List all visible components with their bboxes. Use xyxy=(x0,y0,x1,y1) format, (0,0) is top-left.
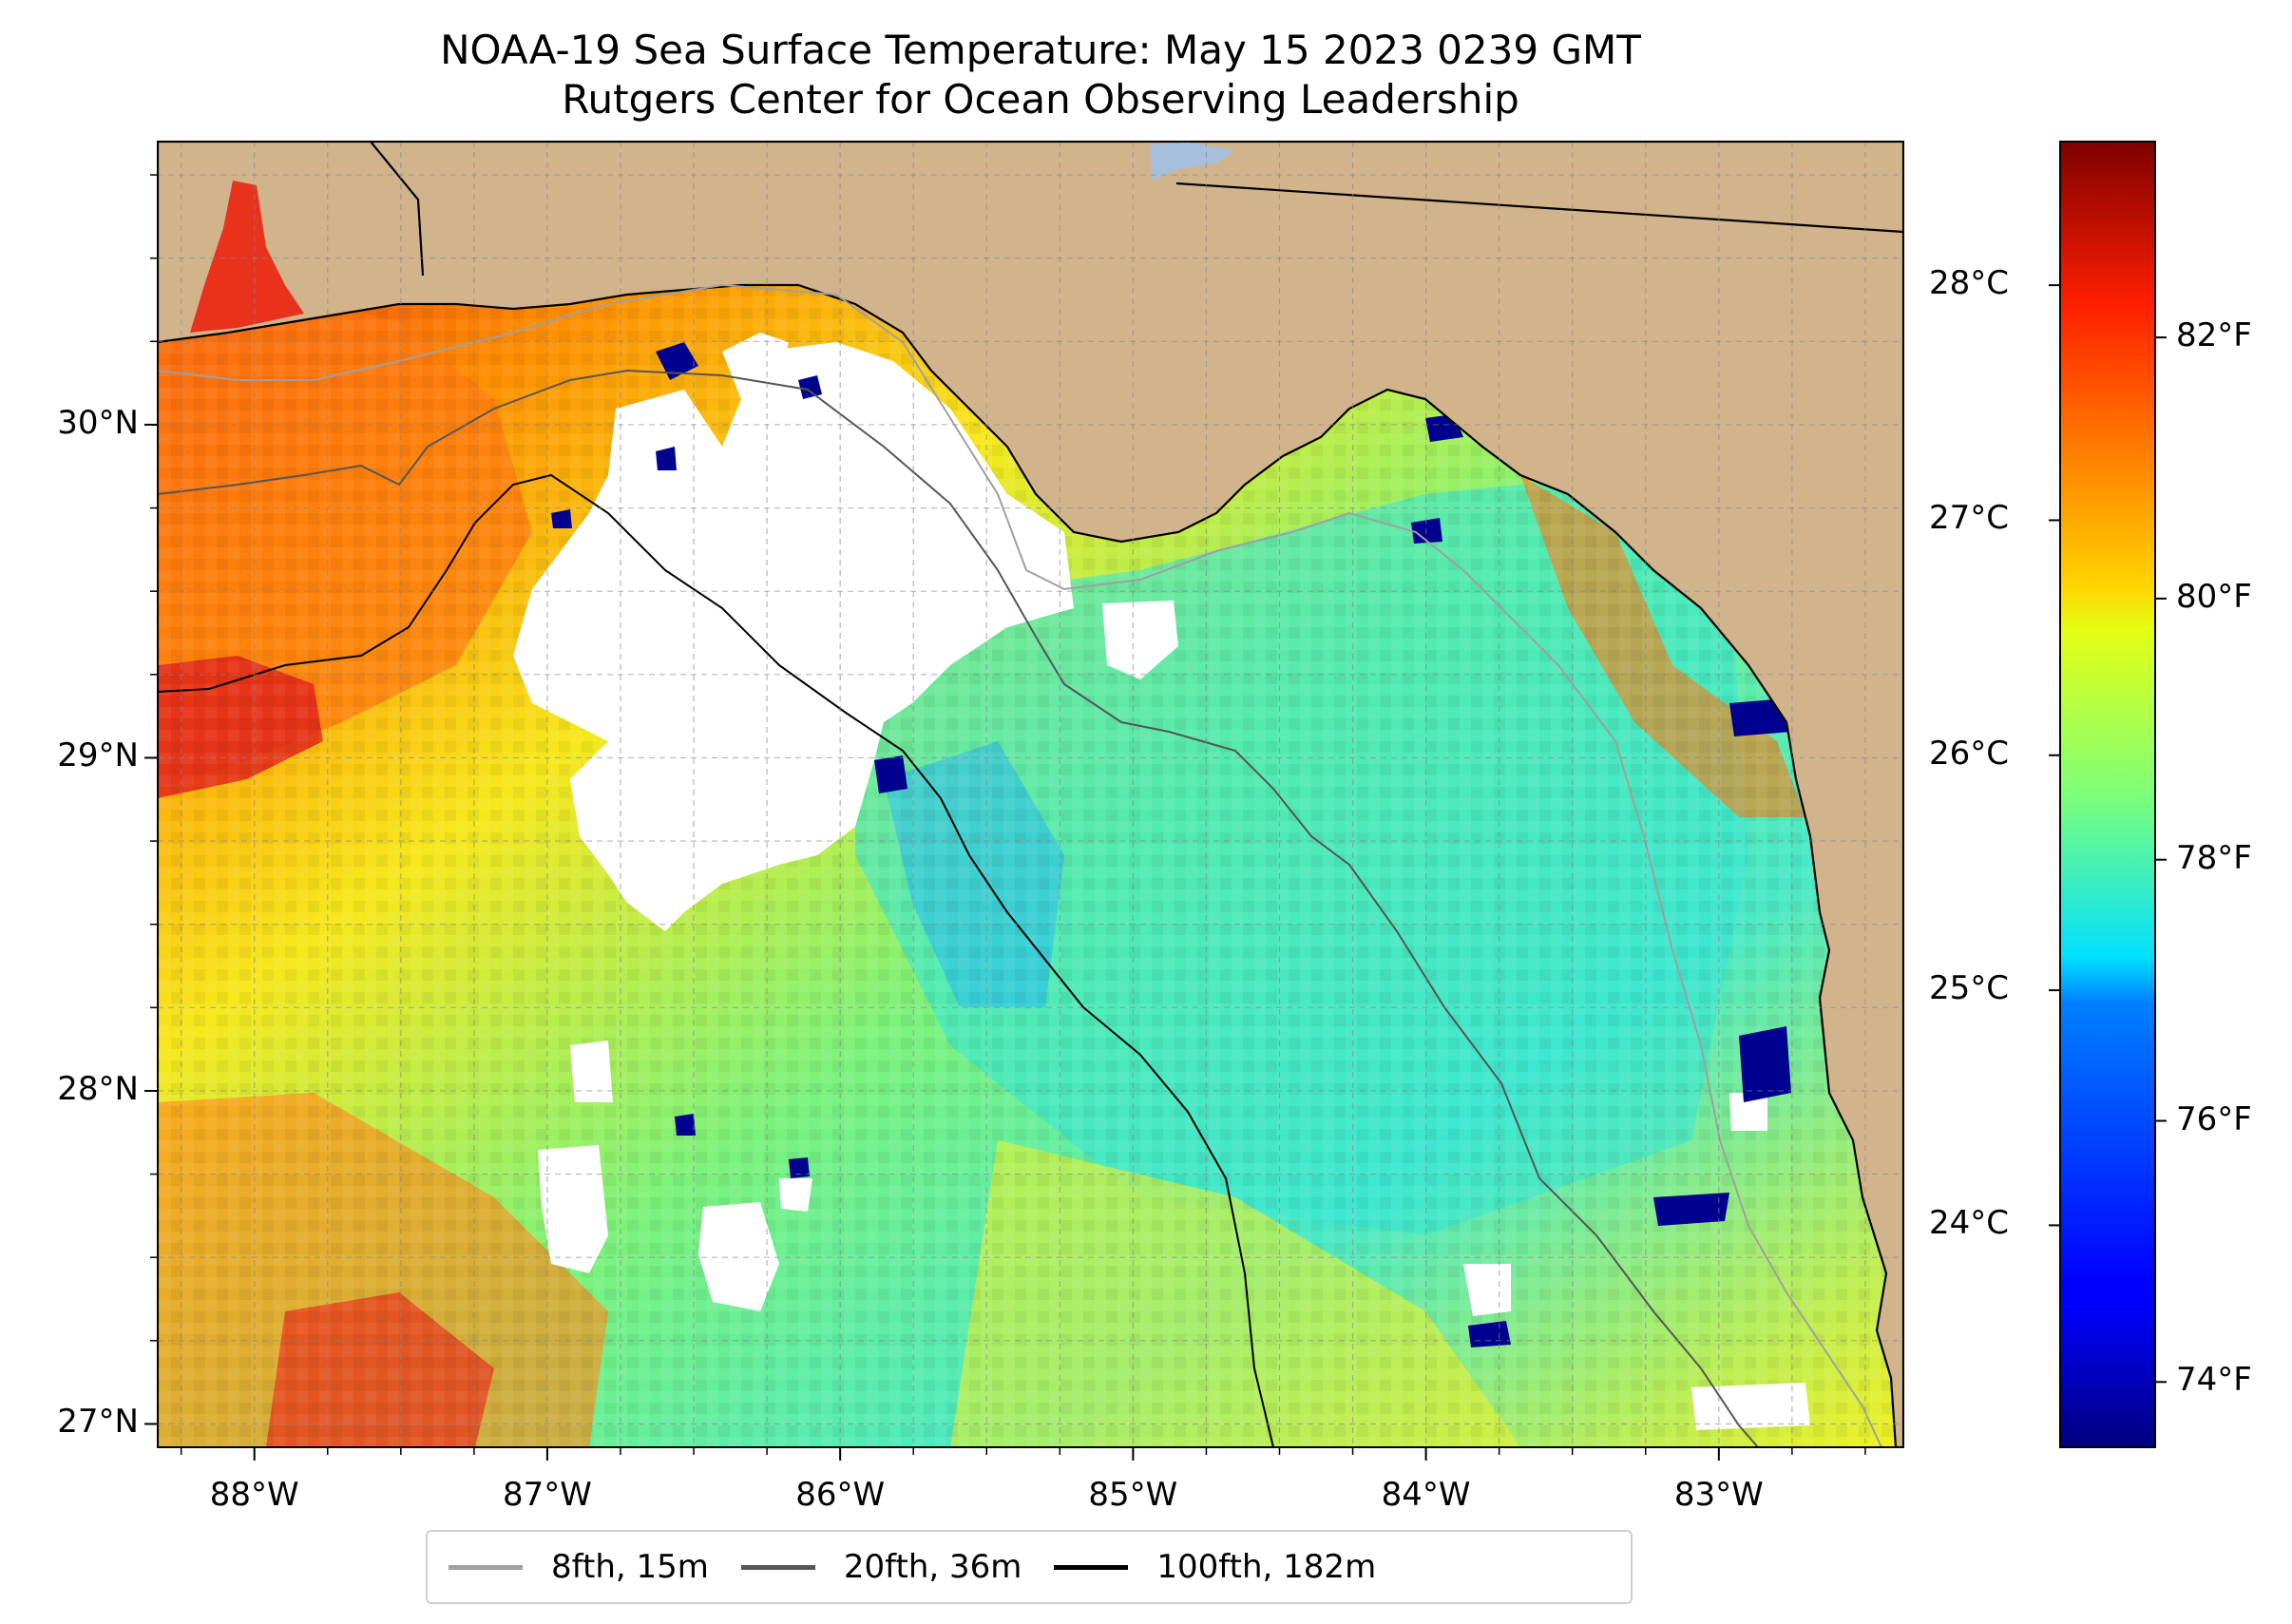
lon-tick-label: 87°W xyxy=(502,1476,592,1514)
legend-label: 20fth, 36m xyxy=(843,1548,1022,1586)
lon-tick-label: 85°W xyxy=(1088,1476,1178,1514)
legend-line-swatch xyxy=(449,1564,523,1570)
colorbar-label-f: 76°F xyxy=(2176,1099,2252,1138)
depth-contour-legend: 8fth, 15m 20fth, 36m 100fth, 182m xyxy=(426,1530,1633,1604)
chart-title: NOAA-19 Sea Surface Temperature: May 15 … xyxy=(440,27,1641,73)
map-area xyxy=(158,142,1903,1447)
colorbar-label-c: 28°C xyxy=(1929,264,2010,303)
state-boundary xyxy=(1175,182,1903,234)
contour-8fth xyxy=(158,283,1882,1447)
lat-tick-label: 29°N xyxy=(57,736,139,775)
colorbar-label-c: 27°C xyxy=(1929,499,2010,538)
contour-100fth xyxy=(158,473,1274,1447)
legend-line-swatch xyxy=(1054,1564,1129,1570)
legend-item: 20fth, 36m xyxy=(740,1548,1022,1586)
axis-ticks xyxy=(144,174,1866,1461)
lat-tick-label: 30°N xyxy=(57,403,139,442)
graticule xyxy=(158,142,1903,1447)
colorbar-label-f: 74°F xyxy=(2176,1361,2252,1400)
colorbar-label-f: 82°F xyxy=(2176,316,2252,355)
lon-tick-label: 86°W xyxy=(795,1476,886,1514)
lon-tick-label: 83°W xyxy=(1673,1476,1764,1514)
state-boundary-west xyxy=(370,142,425,277)
land-mass xyxy=(158,142,1903,1447)
colorbar xyxy=(2059,141,2156,1448)
legend-item: 8fth, 15m xyxy=(449,1548,709,1586)
legend-label: 100fth, 182m xyxy=(1156,1548,1377,1586)
lon-tick-label: 84°W xyxy=(1381,1476,1471,1514)
lake-icon xyxy=(1150,143,1235,181)
legend-item: 100fth, 182m xyxy=(1054,1548,1376,1586)
colorbar-label-c: 24°C xyxy=(1929,1204,2010,1243)
lat-tick-label: 27°N xyxy=(57,1403,139,1442)
colorbar-label-f: 80°F xyxy=(2176,577,2252,616)
lon-tick-label: 88°W xyxy=(209,1476,299,1514)
legend-line-swatch xyxy=(740,1564,815,1570)
colorbar-label-c: 26°C xyxy=(1929,734,2010,773)
legend-label: 8fth, 15m xyxy=(551,1548,709,1586)
colorbar-label-c: 25°C xyxy=(1929,969,2010,1008)
lat-tick-label: 28°N xyxy=(57,1069,139,1108)
colorbar-ticks xyxy=(2049,284,2167,1384)
colorbar-label-f: 78°F xyxy=(2176,838,2252,877)
map-frame xyxy=(157,141,1904,1448)
contour-20fth xyxy=(158,369,1759,1447)
mobile-bay-water xyxy=(190,181,304,333)
chart-subtitle: Rutgers Center for Ocean Observing Leade… xyxy=(562,76,1519,123)
